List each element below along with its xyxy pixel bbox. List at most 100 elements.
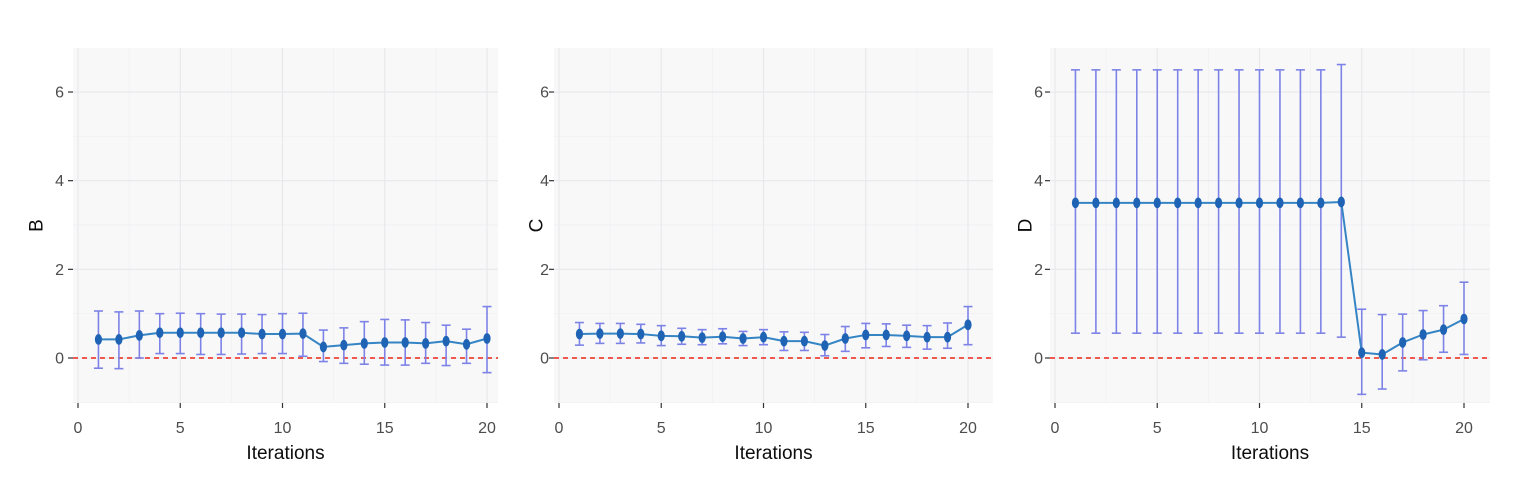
data-point: [135, 329, 143, 341]
data-points: [575, 319, 972, 351]
data-point: [780, 335, 788, 347]
data-point: [1296, 197, 1304, 209]
data-point: [217, 327, 225, 339]
data-point: [1439, 324, 1448, 336]
x-tick-label: 15: [857, 420, 875, 437]
panel-background: [1050, 48, 1490, 403]
x-tick-label: 0: [74, 420, 83, 437]
data-point: [1419, 329, 1427, 340]
data-point: [115, 333, 123, 345]
x-tick-label: 20: [478, 420, 496, 437]
y-tick-label: 4: [540, 173, 549, 190]
y-axis-title: D: [1016, 219, 1037, 233]
data-point: [903, 330, 911, 342]
data-point: [1276, 197, 1284, 209]
data-point: [821, 340, 829, 351]
axis-ticks: [68, 91, 488, 408]
y-tick-label: 0: [55, 351, 64, 368]
panel-background: [73, 48, 498, 403]
data-point: [596, 328, 604, 340]
data-point: [1399, 337, 1407, 348]
data-point: [401, 337, 409, 348]
data-point: [1133, 197, 1141, 209]
data-point: [94, 333, 103, 345]
data-point: [360, 337, 368, 349]
data-point: [1092, 197, 1100, 209]
y-tick-label: 2: [1034, 262, 1043, 279]
x-tick-label: 20: [959, 420, 977, 437]
data-point: [637, 328, 645, 340]
data-point: [442, 335, 450, 347]
data-point: [739, 333, 747, 344]
panel-background: [554, 48, 993, 403]
x-tick-label: 10: [1251, 420, 1269, 437]
data-point: [422, 337, 430, 349]
x-axis-title: Iterations: [246, 443, 324, 464]
data-point: [616, 328, 624, 340]
data-point: [1153, 197, 1161, 209]
data-point: [340, 339, 348, 351]
data-point: [943, 331, 952, 343]
data-point: [1235, 197, 1243, 209]
plot-B: 0 5 10 15 20 0 2 4 6 Iterations B: [27, 48, 498, 464]
data-point: [759, 331, 768, 343]
data-point: [1112, 197, 1120, 209]
y-tick-label: 0: [1034, 351, 1043, 368]
data-point: [156, 327, 164, 339]
data-point: [197, 327, 205, 339]
data-point: [1194, 197, 1202, 209]
data-point: [1358, 347, 1366, 359]
y-axis-title: B: [27, 219, 48, 232]
data-point: [1174, 197, 1182, 209]
x-axis-title: Iterations: [1231, 443, 1309, 464]
x-tick-label: 10: [274, 420, 292, 437]
gridlines: [554, 48, 993, 403]
data-point: [800, 335, 808, 347]
data-point: [1317, 197, 1325, 209]
data-point: [678, 330, 686, 342]
data-point: [1337, 196, 1345, 208]
y-tick-label: 4: [1034, 173, 1043, 190]
plot-C: 0 5 10 15 20 0 2 4 6 Iterations C: [527, 48, 993, 464]
y-tick-label: 2: [55, 262, 64, 279]
data-points: [1071, 196, 1468, 360]
data-point: [1378, 349, 1386, 360]
data-point: [319, 341, 327, 353]
x-tick-label: 5: [176, 420, 185, 437]
y-tick-label: 0: [540, 351, 549, 368]
panel-D: 0 5 10 15 20 0 2 4 6 Iterations D: [1013, 0, 1519, 492]
data-point: [964, 319, 972, 331]
x-tick-label: 0: [555, 420, 564, 437]
data-point: [923, 331, 931, 343]
data-point: [657, 330, 665, 342]
x-tick-label: 0: [1051, 420, 1060, 437]
data-point: [238, 327, 246, 339]
y-tick-label: 6: [55, 85, 64, 102]
data-point: [1215, 197, 1223, 209]
data-point: [1255, 197, 1264, 209]
data-point: [698, 332, 706, 344]
data-point: [299, 328, 307, 340]
data-point: [882, 329, 890, 341]
x-tick-label: 20: [1455, 420, 1473, 437]
data-point: [1071, 197, 1080, 209]
data-point: [719, 331, 727, 343]
plot-D: 0 5 10 15 20 0 2 4 6 Iterations D: [1016, 48, 1490, 464]
data-point: [841, 333, 849, 344]
y-axis-title: C: [527, 219, 548, 233]
data-point: [176, 327, 184, 339]
data-point: [462, 338, 471, 350]
data-point: [862, 329, 870, 341]
panel-B: 0 5 10 15 20 0 2 4 6 Iterations B: [0, 0, 506, 492]
data-points: [94, 327, 491, 353]
y-tick-label: 2: [540, 262, 549, 279]
data-point: [278, 328, 287, 340]
y-tick-label: 6: [540, 85, 549, 102]
y-tick-label: 4: [55, 173, 64, 190]
data-point: [575, 328, 584, 340]
x-tick-label: 5: [1153, 420, 1162, 437]
data-point: [258, 328, 266, 340]
x-tick-label: 15: [376, 420, 394, 437]
x-axis-title: Iterations: [734, 443, 812, 464]
